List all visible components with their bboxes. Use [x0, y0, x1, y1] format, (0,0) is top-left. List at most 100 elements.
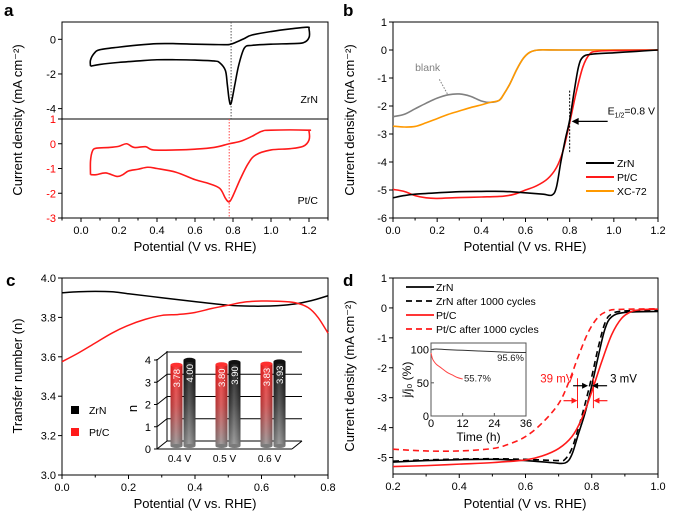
inset-grid-diag	[156, 418, 168, 428]
inset-label-zrn: 95.6%	[497, 353, 524, 364]
y-tick-label: -1	[377, 333, 387, 345]
y-tick-label: 3.2	[41, 431, 56, 443]
inset-x-tick-label: 36	[520, 418, 532, 430]
y-tick-label: -3	[377, 129, 387, 141]
inset-bar-shade	[273, 361, 286, 446]
plot-frame-a	[61, 21, 329, 219]
x-tick-label: 0.8	[584, 481, 599, 493]
inset-x-tick-label: 0.5 V	[213, 454, 237, 465]
y-tick-label: 3.0	[41, 470, 56, 482]
inset-x-tick-label: 0.4 V	[168, 454, 192, 465]
x-tick-label: 0.0	[73, 225, 88, 237]
inset-bar-base	[260, 444, 273, 448]
panel-label-a: a	[4, 1, 14, 20]
x-tick-label: 1.0	[606, 225, 621, 237]
inset-bar-cap	[215, 362, 228, 367]
x-tick-label: 0.0	[385, 225, 400, 237]
inset-grid-diag	[156, 351, 168, 361]
inset-bar-cap	[183, 357, 196, 363]
y-tick-label: 3.4	[41, 391, 56, 403]
inset-y-tick-label: 0	[423, 411, 429, 423]
inset-bar-chart: 0 1 2 3 4 n 0.4 V 3.78 4.00 0.5 V 3.80 3.90 0.6 V 3.8…	[125, 351, 303, 465]
x-tick-label: 1.2	[650, 225, 665, 237]
y-tick-label: -1	[377, 73, 387, 85]
y-tick-label: -2	[46, 69, 56, 81]
x-tick-label: 0.8	[562, 225, 577, 237]
y-tick-label: -6	[377, 213, 387, 225]
x-axis-label-a: Potential (V vs. RHE)	[134, 239, 257, 254]
inset-grid-diag	[156, 373, 168, 383]
y-tick-label: 3.8	[41, 312, 56, 324]
x-tick-label: 0.6	[254, 482, 269, 494]
y-tick-label: -5	[377, 453, 387, 465]
x-tick-label: 0.4	[187, 482, 202, 494]
y-axis-label-c: Transfer number (n)	[10, 318, 25, 433]
lsv-curve-zrn-after-1000-cycles	[392, 309, 659, 462]
inset-bar-label: 3.80	[217, 368, 228, 387]
panel-c: c ZrN Pt/C 3.0 3.2 3.4 3.6 3.8 4.0 0.0 0.2 0.4 0.6 0…	[6, 271, 336, 511]
inset-bar-base	[183, 444, 196, 448]
shift-label-ptc: 39 mV	[540, 374, 574, 386]
x-tick-label: 0.2	[385, 481, 400, 493]
x-tick-label: 1.2	[301, 225, 316, 237]
legend-label: Pt/C	[617, 172, 638, 184]
x-tick-label: 0.2	[111, 225, 126, 237]
x-tick-label: 0.8	[320, 482, 335, 494]
inset-y-tick-label: 50	[417, 378, 429, 390]
inset-y-tick-label: 1	[145, 422, 151, 434]
inset-grid-diag	[156, 396, 168, 405]
y-tick-label: -1	[46, 164, 56, 176]
inset-x-tick-label: 0.6 V	[258, 454, 282, 465]
x-tick-label: 0.4	[452, 481, 467, 493]
y-tick-label: 3.6	[41, 352, 56, 364]
inset-grid-diag	[156, 440, 168, 450]
inset-bar-cap	[170, 362, 183, 368]
lsv-curve-xc-72	[392, 49, 658, 128]
x-tick-label: 0.6	[518, 225, 533, 237]
panel-label-c: c	[6, 271, 15, 290]
inset-y-tick-label: 3	[145, 377, 151, 389]
lsv-curve-zrn	[392, 49, 659, 199]
inset-bar-label: 3.90	[230, 366, 241, 385]
inset-x-label: Time (h)	[456, 430, 500, 444]
inset-bar-cap	[273, 359, 286, 364]
inset-bar-cap	[228, 360, 241, 365]
inset-x-tick-label: 12	[457, 418, 469, 430]
lsv-curve-pt-c-after-1000-cycles	[392, 308, 659, 453]
inset-bar-base	[170, 444, 183, 448]
inset-stability-chart: 95.6% 55.7% 0 12 24 36 0 50 100 Time (h) j/j₀ (%)	[400, 342, 532, 444]
x-tick-label: 0.4	[474, 225, 489, 237]
inset-y-tick-label: 100	[411, 345, 429, 357]
y-tick-label: 1	[50, 114, 56, 126]
legend-label: Pt/C	[89, 427, 110, 439]
shift-label-zrn: 3 mV	[610, 374, 637, 386]
panel-b: b blank E1/2=0.8 V ZrN Pt/C XC-72 1 0 -1 -2 -3 -4 -…	[342, 1, 666, 254]
inset-curve-zrn	[430, 348, 527, 354]
panel-a: a ZrN Pt/C 0 -2 -41 0 -1 -2 -3 0.0 0.2 0.4 0.6 0.8 1.0…	[4, 1, 329, 254]
y-tick-label: -5	[377, 185, 387, 197]
legend-label: Pt/C	[436, 310, 457, 322]
y-tick-label: -3	[377, 393, 387, 405]
y-tick-label: -4	[377, 423, 387, 435]
y-tick-label: -2	[377, 101, 387, 113]
lsv-curve-blank	[392, 49, 658, 118]
legend-label: ZrN after 1000 cycles	[436, 296, 536, 308]
inset-bar-label: 3.93	[275, 366, 286, 385]
inset-x-tick-label: 0	[428, 418, 434, 430]
y-tick-label: -2	[46, 188, 56, 200]
ptc-arrowhead-left	[571, 397, 578, 404]
inset-bar-label: 3.78	[172, 369, 183, 388]
subplot-label-ptc: Pt/C	[298, 195, 319, 207]
legend-label: Pt/C after 1000 cycles	[436, 324, 539, 336]
y-tick-label: -4	[377, 157, 387, 169]
y-tick-label: -2	[377, 363, 387, 375]
inset-floor-side	[291, 440, 303, 450]
panel-label-d: d	[343, 271, 353, 290]
inset-y-tick-label: 0	[145, 444, 151, 456]
y-tick-label: -4	[46, 104, 56, 116]
panel-d: d ZrN ZrN after 1000 cycles Pt/C Pt/C after…	[342, 271, 666, 511]
panel-label-b: b	[343, 1, 353, 20]
zrn-arrowhead-left	[582, 382, 589, 389]
y-axis-label-b: Current density (mA cm⁻²)	[342, 44, 357, 195]
